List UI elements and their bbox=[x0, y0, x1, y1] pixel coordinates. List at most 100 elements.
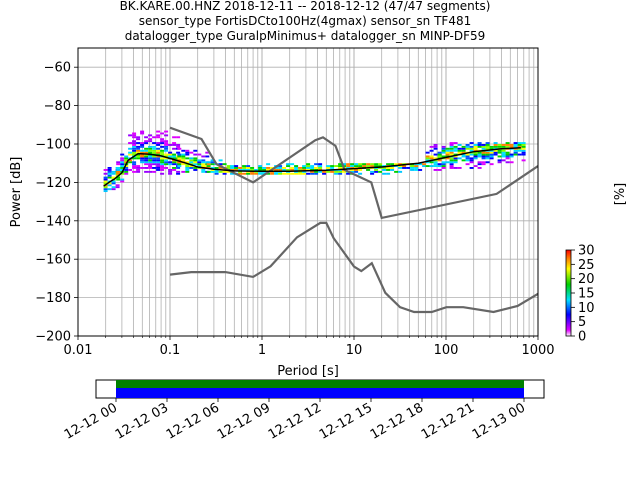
histogram-cell bbox=[120, 163, 125, 166]
colorbar-tick-label: 30 bbox=[578, 244, 595, 259]
histogram-cell bbox=[172, 147, 177, 150]
histogram-cell bbox=[152, 147, 157, 150]
histogram-cell bbox=[298, 169, 303, 171]
histogram-cell bbox=[473, 144, 478, 146]
histogram-cell bbox=[176, 145, 181, 148]
histogram-cell bbox=[210, 159, 215, 162]
histogram-cell bbox=[453, 145, 458, 148]
histogram-cell bbox=[453, 161, 458, 164]
histogram-cell bbox=[136, 151, 141, 154]
histogram-cell bbox=[230, 165, 235, 168]
histogram-cell bbox=[136, 170, 141, 173]
histogram-cell bbox=[489, 151, 494, 154]
histogram-cell bbox=[489, 149, 494, 152]
histogram-cell bbox=[390, 163, 395, 166]
histogram-cell bbox=[386, 169, 391, 171]
histogram-cell bbox=[107, 170, 112, 173]
histogram-cell bbox=[164, 161, 169, 164]
histogram-cell bbox=[156, 130, 161, 133]
histogram-cell bbox=[116, 163, 121, 166]
histogram-cell bbox=[136, 142, 141, 145]
histogram-cell bbox=[394, 163, 399, 166]
histogram-cell bbox=[140, 151, 145, 154]
histogram-cell bbox=[437, 169, 442, 171]
histogram-cell bbox=[185, 161, 190, 164]
histogram-cell bbox=[144, 147, 149, 150]
histogram-cell bbox=[437, 155, 442, 158]
histogram-cell bbox=[481, 153, 486, 156]
histogram-cell bbox=[457, 144, 462, 146]
histogram-cell bbox=[218, 163, 223, 166]
histogram-cell bbox=[152, 149, 157, 152]
histogram-cell bbox=[469, 167, 474, 169]
x-tick-label: 1000 bbox=[521, 343, 554, 358]
histogram-cell bbox=[338, 165, 343, 168]
histogram-cell bbox=[449, 163, 454, 166]
histogram-cell bbox=[302, 172, 307, 175]
histogram-cell bbox=[282, 169, 287, 171]
histogram-cell bbox=[433, 157, 438, 160]
histogram-cell bbox=[111, 188, 116, 191]
axis-ticks: 0.01 0.1 1 10 100 1000 −60 −80 −100 −120 −140 −160 −… bbox=[35, 61, 554, 358]
histogram-cell bbox=[176, 136, 181, 139]
histogram-cell bbox=[128, 151, 133, 154]
histogram-cell bbox=[148, 138, 153, 141]
histogram-cell bbox=[132, 149, 137, 152]
histogram-cell bbox=[132, 142, 137, 145]
histogram-cell bbox=[234, 165, 239, 168]
low-noise-model-line bbox=[169, 221, 538, 314]
histogram-cell bbox=[168, 172, 173, 175]
histogram-cell bbox=[128, 161, 133, 164]
histogram-cell bbox=[425, 157, 430, 160]
histogram-cell bbox=[433, 153, 438, 156]
histogram-cell bbox=[278, 172, 283, 175]
histogram-cell bbox=[437, 163, 442, 166]
histogram-cell bbox=[354, 165, 359, 168]
colorbar-tick-label: 15 bbox=[578, 287, 595, 302]
timeline-tick-label: 12-13 00 bbox=[470, 400, 528, 442]
y-tick-label: −180 bbox=[35, 291, 71, 306]
histogram-cell bbox=[402, 167, 407, 169]
mean-psd-line bbox=[103, 147, 521, 187]
histogram-cell bbox=[132, 147, 137, 150]
histogram-cell bbox=[298, 167, 303, 169]
histogram-cell bbox=[346, 165, 351, 168]
histogram-cell bbox=[485, 155, 490, 158]
histogram-cell bbox=[230, 167, 235, 169]
histogram-cell bbox=[185, 149, 190, 152]
histogram-cell bbox=[433, 159, 438, 162]
histogram-cell bbox=[278, 169, 283, 171]
histogram-cell bbox=[156, 161, 161, 164]
histogram-cell bbox=[128, 153, 133, 156]
histogram-cell bbox=[128, 169, 133, 171]
histogram-cell bbox=[310, 172, 315, 175]
timeline-tick-label: 12-12 00 bbox=[62, 400, 120, 442]
histogram-cell bbox=[497, 144, 502, 146]
x-tick-label: 0.1 bbox=[160, 343, 181, 358]
histogram-cell bbox=[164, 167, 169, 169]
histogram-cell bbox=[481, 161, 486, 164]
histogram-cell bbox=[132, 157, 137, 160]
histogram-cell bbox=[505, 145, 510, 148]
histogram-cell bbox=[358, 169, 363, 171]
histogram-cell bbox=[172, 153, 177, 156]
histogram-cell bbox=[136, 147, 141, 150]
coverage-bar-bottom bbox=[116, 388, 524, 398]
histogram-cell bbox=[473, 157, 478, 160]
histogram-cell bbox=[156, 155, 161, 158]
histogram-cell bbox=[148, 170, 153, 173]
histogram-cell bbox=[465, 159, 470, 162]
histogram-cell bbox=[107, 174, 112, 177]
histogram-cell bbox=[168, 163, 173, 166]
histogram-cell bbox=[489, 147, 494, 150]
y-tick-label: −100 bbox=[35, 138, 71, 153]
histogram-cell bbox=[346, 167, 351, 169]
histogram-cell bbox=[152, 161, 157, 164]
histogram-cell bbox=[222, 170, 227, 173]
histogram-cell bbox=[103, 169, 108, 171]
histogram-cell bbox=[181, 155, 186, 158]
histogram-cell bbox=[132, 151, 137, 154]
histogram-cell bbox=[318, 167, 323, 169]
